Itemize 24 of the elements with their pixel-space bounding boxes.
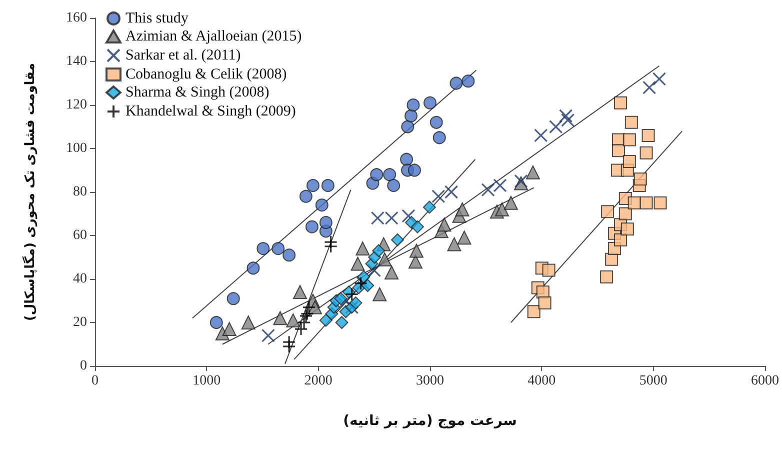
y-tick-label: 100 bbox=[66, 141, 87, 156]
x-tick-label: 5000 bbox=[639, 374, 668, 388]
y-tick-label: 140 bbox=[66, 54, 87, 69]
y-tick-label: 120 bbox=[66, 98, 87, 112]
y-axis-title: مقاومت فشاری تک محوری (مگاپاسکال) bbox=[22, 62, 38, 322]
x-axis-title: سرعت موج (متر بر ثانیه) bbox=[343, 413, 517, 429]
legend-label: Sharma & Singh (2008) bbox=[126, 84, 270, 100]
x-tick-label: 6000 bbox=[751, 374, 779, 388]
legend-label: Sarkar et al. (2011) bbox=[126, 48, 241, 64]
y-tick-label: 160 bbox=[66, 10, 87, 26]
x-tick-label: 1000 bbox=[192, 374, 221, 388]
x-tick-label: 2000 bbox=[304, 374, 332, 388]
y-tick-label: 40 bbox=[73, 272, 87, 286]
legend-label: Khandelwal & Singh (2009) bbox=[126, 104, 296, 120]
y-tick-label: 60 bbox=[73, 228, 87, 243]
legend-label: This study bbox=[126, 10, 189, 26]
legend-label: Azimian & Ajalloeian (2015) bbox=[126, 28, 302, 44]
x-tick-label: 0 bbox=[92, 374, 98, 388]
x-tick-label: 4000 bbox=[528, 374, 556, 388]
y-tick-label: 0 bbox=[80, 358, 87, 374]
legend-label: Cobanoglu & Celik (2008) bbox=[126, 66, 287, 82]
x-tick-label: 3000 bbox=[416, 374, 444, 388]
y-tick-label: 80 bbox=[73, 184, 87, 200]
y-tick-label: 20 bbox=[73, 315, 87, 330]
